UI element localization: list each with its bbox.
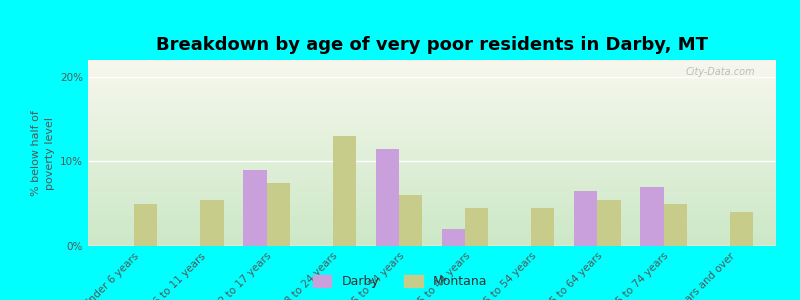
Title: Breakdown by age of very poor residents in Darby, MT: Breakdown by age of very poor residents … (156, 36, 708, 54)
Bar (465, 208, 488, 246)
Bar (376, 149, 399, 246)
Bar (663, 204, 686, 246)
Bar (333, 136, 356, 246)
Bar (266, 183, 290, 246)
Bar (442, 229, 465, 246)
Y-axis label: % below half of
poverty level: % below half of poverty level (30, 110, 54, 196)
Bar (574, 191, 598, 246)
Bar (640, 187, 663, 246)
Legend: Darby, Montana: Darby, Montana (310, 273, 490, 291)
Bar (134, 204, 158, 246)
Bar (531, 208, 554, 246)
Bar (730, 212, 753, 246)
Bar (201, 200, 224, 246)
Bar (598, 200, 621, 246)
Bar (399, 195, 422, 246)
Text: City-Data.com: City-Data.com (686, 68, 755, 77)
Bar (243, 170, 266, 246)
